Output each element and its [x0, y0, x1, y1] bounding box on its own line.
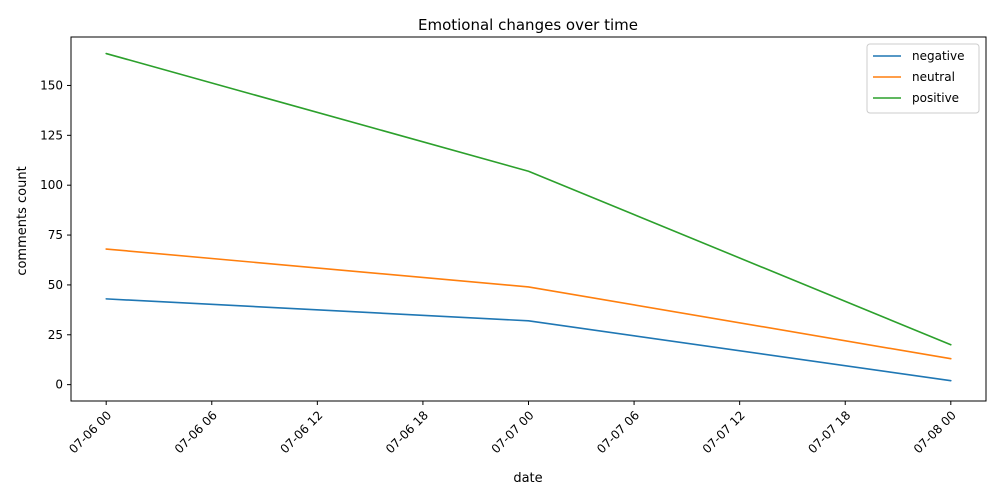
legend-box [866, 43, 980, 114]
y-tick-label-1: 25 [48, 328, 63, 342]
y-ticks-layer: 0 25 50 75 100 125 150 [40, 78, 71, 392]
y-axis-label: comments count [15, 166, 30, 275]
chart-title: Emotional changes over time [418, 16, 638, 34]
x-tick-label-6: 07-07 12 [700, 408, 748, 456]
series-line-positive [105, 52, 952, 346]
y-tick-label-2: 50 [48, 278, 63, 292]
y-tick-label-0: 0 [55, 378, 63, 392]
x-ticks-layer: 07-06 00 07-06 06 07-06 12 07-06 18 07-07 00… [66, 401, 959, 456]
x-tick-label-1: 07-06 06 [172, 408, 220, 456]
x-tick-label-7: 07-07 18 [805, 408, 853, 456]
x-tick-label-8: 07-08 00 [911, 408, 959, 456]
x-tick-label-0: 07-06 00 [66, 408, 114, 456]
x-tick-label-4: 07-07 00 [489, 408, 537, 456]
plot-frame [70, 36, 987, 402]
x-tick-label-5: 07-07 06 [594, 408, 642, 456]
y-tick-label-5: 125 [40, 128, 63, 142]
x-tick-label-3: 07-06 18 [383, 408, 431, 456]
y-tick-label-4: 100 [40, 178, 63, 192]
x-axis-label: date [513, 471, 542, 486]
y-tick-label-6: 150 [40, 78, 63, 92]
series-layer [105, 52, 952, 382]
y-tick-label-3: 75 [48, 228, 63, 242]
legend-label-neutral: neutral [912, 70, 955, 84]
y-axis-label-group: comments count [15, 166, 30, 275]
legend-label-negative: negative [912, 49, 964, 63]
legend: negative neutral positive [866, 43, 980, 114]
series-line-negative [105, 298, 952, 382]
x-tick-label-2: 07-06 12 [277, 408, 325, 456]
series-line-neutral [105, 248, 952, 360]
legend-label-positive: positive [912, 91, 959, 105]
